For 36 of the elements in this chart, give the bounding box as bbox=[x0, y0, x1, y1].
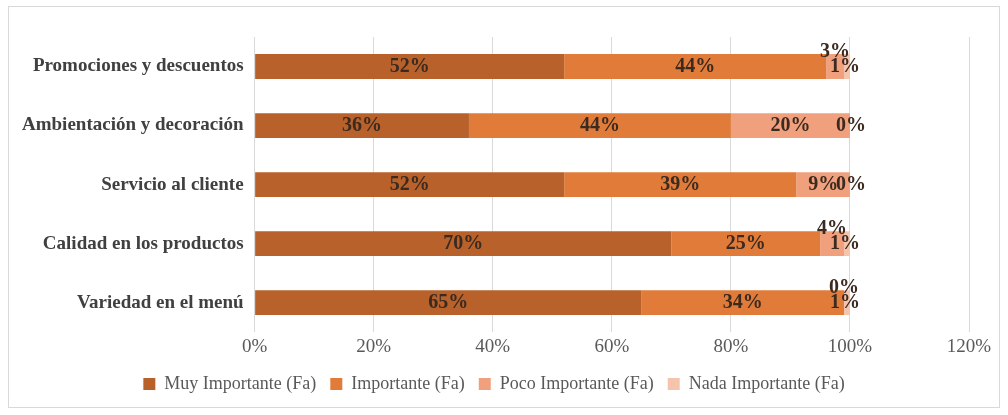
data-label: 20% bbox=[770, 112, 811, 135]
data-label: 39% bbox=[660, 171, 701, 194]
data-label: 65% bbox=[428, 289, 469, 312]
y-tick-label: Servicio al cliente bbox=[101, 172, 244, 194]
x-tick-label: 80% bbox=[713, 334, 749, 356]
y-tick-label: Variedad en el menú bbox=[77, 290, 245, 312]
x-tick-label: 0% bbox=[241, 334, 268, 356]
data-label: 34% bbox=[722, 289, 763, 312]
data-label: 0% bbox=[835, 112, 866, 135]
data-label: 52% bbox=[389, 171, 430, 194]
data-label: 25% bbox=[725, 230, 766, 253]
x-tick-label: 120% bbox=[946, 334, 992, 356]
x-tick-label: 60% bbox=[594, 334, 630, 356]
bar bbox=[255, 231, 672, 257]
bar bbox=[255, 172, 565, 197]
bar bbox=[255, 290, 642, 316]
y-tick-label: Ambientación y decoración bbox=[21, 113, 245, 135]
bar bbox=[255, 54, 565, 79]
legend-label: Importante (Fa) bbox=[351, 372, 465, 394]
legend-label: Nada Importante (Fa) bbox=[688, 372, 845, 394]
data-label: 36% bbox=[342, 112, 383, 135]
x-tick-label: 20% bbox=[356, 334, 392, 356]
x-tick-label: 40% bbox=[475, 334, 511, 356]
data-label: 70% bbox=[443, 230, 484, 253]
legend-label: Muy Importante (Fa) bbox=[164, 372, 317, 394]
y-tick-label: Promociones y descuentos bbox=[32, 54, 244, 76]
data-label: 0% bbox=[835, 171, 866, 194]
bar bbox=[255, 113, 469, 138]
data-label: 52% bbox=[389, 53, 430, 76]
bar bbox=[564, 172, 797, 197]
data-label: 44% bbox=[579, 112, 620, 135]
data-label: 44% bbox=[675, 53, 716, 76]
y-tick-label: Calidad en los productos bbox=[42, 231, 244, 253]
x-tick-label: 100% bbox=[827, 334, 873, 356]
legend-label: Poco Importante (Fa) bbox=[499, 372, 654, 394]
bar bbox=[468, 113, 731, 138]
